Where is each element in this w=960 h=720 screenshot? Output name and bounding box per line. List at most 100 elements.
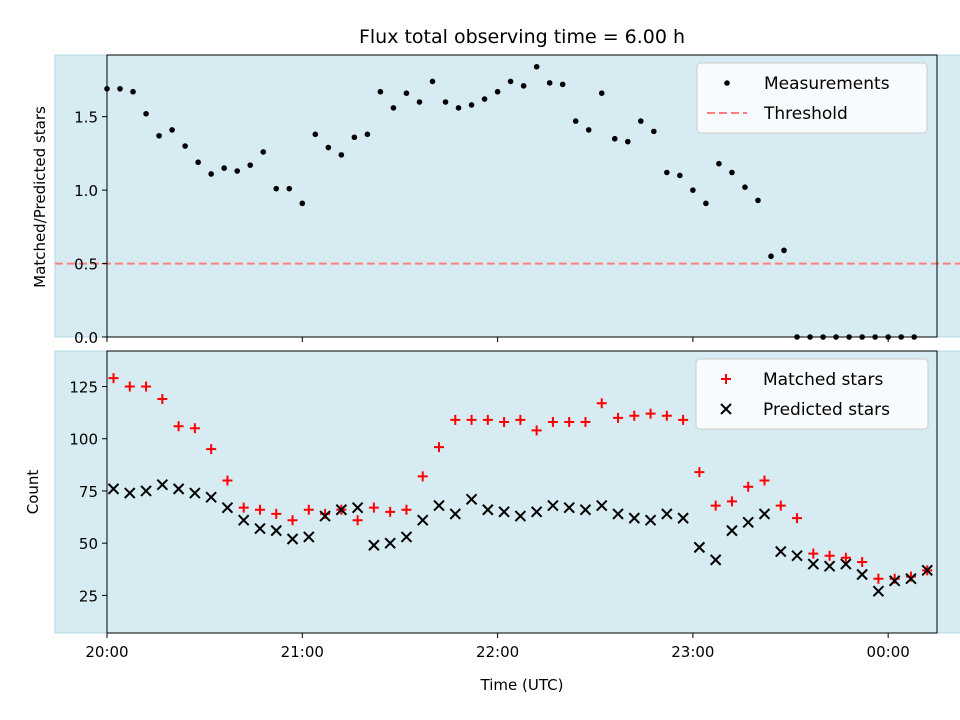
matched-star-point xyxy=(678,414,689,425)
legend-label: Matched stars xyxy=(763,370,883,390)
matched-star-point xyxy=(824,550,835,561)
predicted-star-point xyxy=(319,510,331,522)
y-tick-label: 75 xyxy=(79,483,98,501)
x-tick-label: 21:00 xyxy=(281,643,324,661)
matched-star-point xyxy=(124,381,135,392)
predicted-star-point xyxy=(417,514,429,526)
matched-star-point xyxy=(726,496,737,507)
legend-measurement-marker xyxy=(724,80,730,86)
legend-label: Measurements xyxy=(764,74,890,94)
measurement-point xyxy=(703,200,709,207)
measurement-point xyxy=(130,88,136,95)
predicted-star-point xyxy=(888,575,901,587)
legend-box xyxy=(695,358,929,430)
predicted-star-point xyxy=(270,524,282,537)
measurement-point xyxy=(481,96,488,102)
matched-star-point xyxy=(775,500,786,511)
legend-box xyxy=(696,62,928,134)
predicted-star-point xyxy=(596,499,608,512)
predicted-star-point xyxy=(156,478,169,491)
matched-star-point xyxy=(661,410,672,421)
matched-star-point xyxy=(515,414,526,425)
predicted-star-point xyxy=(498,506,510,518)
legend-label: Threshold xyxy=(763,104,848,124)
x-tick-label: 20:00 xyxy=(85,643,128,661)
matched-star-point xyxy=(238,502,249,513)
measurement-point xyxy=(312,131,319,138)
measurement-point xyxy=(781,247,787,254)
predicted-star-point xyxy=(205,491,217,503)
measurement-point xyxy=(546,80,553,86)
x-tick-label: 00:00 xyxy=(867,643,910,661)
predicted-star-point xyxy=(400,531,413,543)
predicted-star-point xyxy=(368,539,380,551)
predicted-star-point xyxy=(563,501,575,514)
matched-star-point xyxy=(189,423,200,434)
matched-star-point xyxy=(271,508,282,519)
predicted-star-point xyxy=(384,537,396,549)
matched-star-point xyxy=(303,504,314,515)
measurement-point xyxy=(611,135,618,142)
predicted-star-point xyxy=(189,487,201,499)
matched-star-point xyxy=(694,467,705,478)
y-tick-label: 0.0 xyxy=(74,329,98,347)
matched-star-point xyxy=(287,515,298,526)
predicted-star-point xyxy=(758,508,771,520)
predicted-star-point xyxy=(140,485,152,497)
matched-star-point xyxy=(629,410,640,421)
measurement-point xyxy=(755,197,761,204)
predicted-star-point xyxy=(107,483,120,495)
measurement-point xyxy=(299,200,306,207)
matched-star-point xyxy=(743,481,754,492)
matched-star-point xyxy=(108,373,119,384)
measurement-point xyxy=(494,88,501,95)
measurement-point xyxy=(182,143,188,149)
x-axis-label: Time (UTC) xyxy=(480,676,564,694)
measurement-point xyxy=(533,63,540,70)
matched-star-point xyxy=(547,417,558,428)
measurement-point xyxy=(403,90,410,96)
legend-predicted-marker xyxy=(720,403,732,415)
predicted-star-point xyxy=(237,514,250,526)
predicted-star-point xyxy=(693,541,706,554)
predicted-star-point xyxy=(254,522,266,535)
measurement-point xyxy=(390,105,397,111)
matched-star-point xyxy=(710,500,721,511)
measurement-point xyxy=(690,187,696,193)
matched-star-point xyxy=(141,381,152,392)
measurement-point xyxy=(638,118,644,124)
measurement-point xyxy=(169,127,175,133)
measurement-point xyxy=(624,138,631,145)
measurement-point xyxy=(507,78,514,85)
bottom-y-axis-label: Count xyxy=(24,470,42,515)
top-panel: 0.0 0.5 1.0 1.5 Measurements Threshold xyxy=(54,54,960,347)
measurement-point xyxy=(520,83,527,89)
predicted-star-point xyxy=(335,504,348,516)
predicted-star-point xyxy=(677,512,689,524)
matched-star-point xyxy=(482,414,493,425)
predicted-star-point xyxy=(433,499,445,512)
measurement-point xyxy=(117,85,123,92)
predicted-star-point xyxy=(775,545,787,558)
matched-star-point xyxy=(157,394,168,405)
predicted-star-point xyxy=(726,524,738,537)
measurement-point xyxy=(442,99,449,105)
matched-star-point xyxy=(368,502,379,513)
predicted-star-point xyxy=(628,512,641,524)
measurement-point xyxy=(429,78,436,85)
measurement-point xyxy=(247,162,254,168)
predicted-star-point xyxy=(286,533,299,545)
predicted-star-point xyxy=(742,516,754,528)
matched-star-point xyxy=(580,417,591,428)
measurement-point xyxy=(325,144,332,151)
measurement-point xyxy=(364,131,371,138)
matched-star-point xyxy=(352,515,363,526)
measurement-point xyxy=(651,128,657,135)
y-tick-label: 1.0 xyxy=(74,182,98,200)
matched-star-point xyxy=(466,414,477,425)
predicted-star-point xyxy=(530,506,543,518)
matched-star-point xyxy=(808,548,819,559)
predicted-star-point xyxy=(791,550,803,562)
measurement-point xyxy=(559,81,566,88)
predicted-star-point xyxy=(807,558,820,570)
